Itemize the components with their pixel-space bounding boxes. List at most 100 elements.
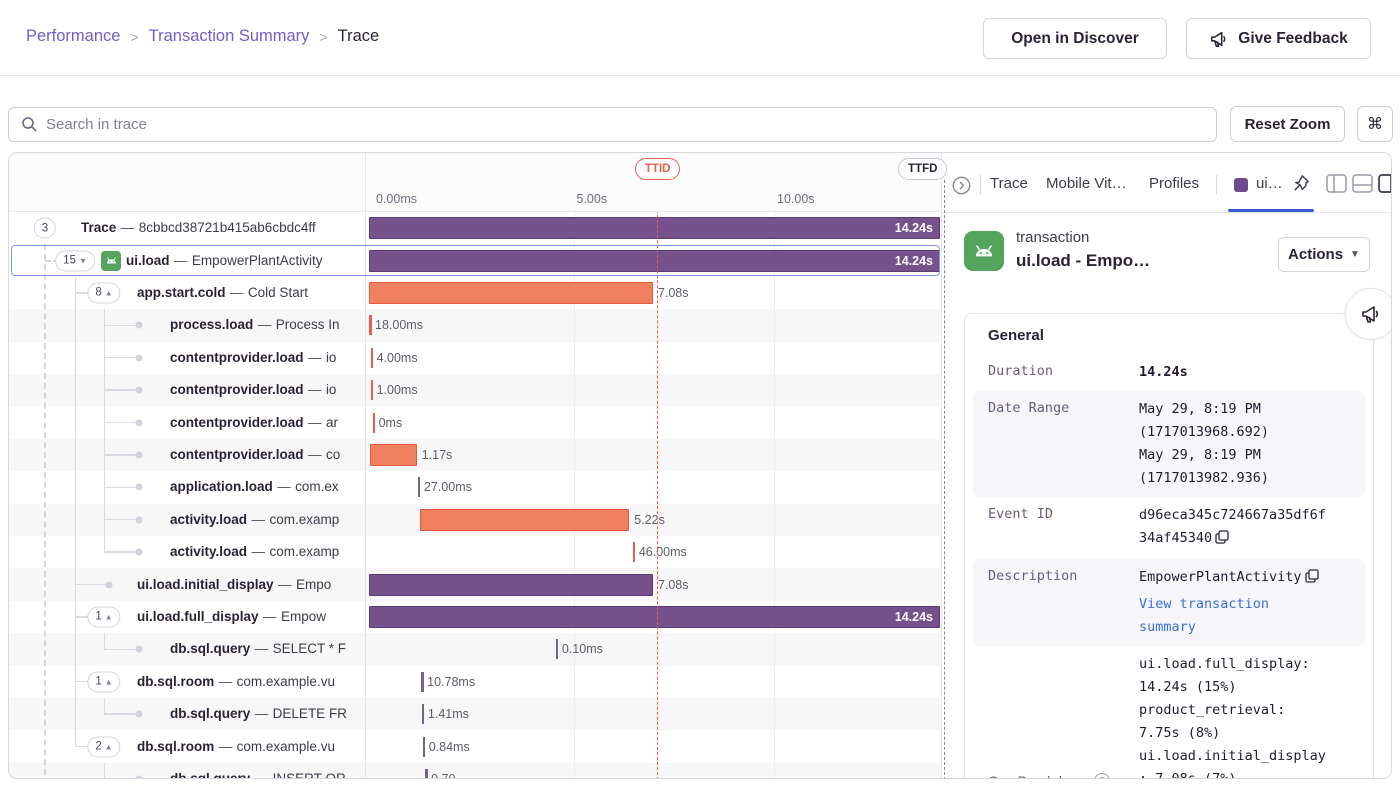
- help-icon[interactable]: ?: [1093, 773, 1110, 778]
- trace-row[interactable]: application.load — com.ex 27.00ms: [9, 471, 941, 503]
- span-tick[interactable]: [370, 380, 374, 401]
- span-label: contentprovider.load — ar: [170, 414, 338, 432]
- detail-value-line: EmpowerPlantActivity: [1139, 569, 1302, 585]
- span-bar[interactable]: 14.24s: [369, 217, 941, 240]
- span-description: Cold Start: [247, 284, 308, 300]
- span-tick[interactable]: [417, 477, 421, 498]
- span-bar[interactable]: [419, 508, 630, 531]
- span-description: com.example.vu: [236, 738, 335, 754]
- span-separator: —: [254, 770, 269, 779]
- span-separator: —: [254, 641, 269, 657]
- android-icon: [101, 250, 121, 271]
- tree-connector: [104, 648, 139, 651]
- trace-row[interactable]: db.sql.query — SELECT * F 0.10ms: [9, 633, 941, 666]
- span-bar[interactable]: 14.24s: [369, 605, 941, 628]
- detail-value-line: ui.load.initial_display: 7.08s (7%): [1139, 748, 1326, 779]
- span-separator: —: [251, 544, 265, 560]
- span-bar[interactable]: [369, 443, 417, 466]
- span-label: contentprovider.load — io: [170, 381, 336, 399]
- breadcrumb-item-transaction-summary[interactable]: Transaction Summary: [148, 27, 310, 45]
- tree-connector: [104, 551, 139, 553]
- span-duration-label: 1.41ms: [427, 707, 469, 722]
- span-tick[interactable]: [370, 347, 374, 368]
- expand-drawer-icon[interactable]: [952, 176, 971, 200]
- trace-row[interactable]: db.sql.query — INSERT OR 0.70: [9, 762, 941, 779]
- span-tick[interactable]: [555, 639, 559, 660]
- span-description: io: [325, 382, 337, 398]
- trace-row-tree-cell: ui.load.initial_display — Empo: [9, 568, 365, 600]
- span-duration-label: 46.00ms: [638, 545, 687, 560]
- span-bar[interactable]: [369, 281, 653, 304]
- span-count-badge[interactable]: 1 ▲: [87, 671, 121, 693]
- span-op: contentprovider.load: [170, 349, 304, 365]
- span-count-badge[interactable]: 3: [33, 217, 57, 239]
- layout-bottom-panel-icon[interactable]: [1352, 174, 1373, 198]
- tab-active-span[interactable]: ui…: [1256, 175, 1283, 192]
- span-count-badge[interactable]: 2 ▲: [87, 736, 121, 758]
- span-description: ar: [325, 414, 338, 430]
- layout-right-panel-icon[interactable]: [1378, 174, 1391, 198]
- span-duration-label: 0.10ms: [561, 642, 603, 657]
- span-tick[interactable]: [422, 736, 426, 757]
- span-tick[interactable]: [369, 315, 372, 336]
- span-separator: —: [120, 220, 135, 236]
- reset-zoom-button[interactable]: Reset Zoom: [1230, 106, 1345, 142]
- trace-row[interactable]: 3 Trace — 8cbbcd38721b415ab6cbdc4ff 14.24s: [9, 212, 941, 244]
- trace-row[interactable]: contentprovider.load — co 1.17s: [9, 438, 941, 472]
- span-count-badge[interactable]: 1 ▲: [87, 606, 121, 628]
- span-count-badge[interactable]: 8 ▲: [87, 282, 121, 304]
- span-tick[interactable]: [421, 671, 424, 692]
- trace-row[interactable]: db.sql.query — DELETE FR 1.41ms: [9, 698, 941, 731]
- trace-row[interactable]: 8 ▲ app.start.cold — Cold Start 7.08s: [9, 277, 941, 309]
- trace-row[interactable]: contentprovider.load — io 4.00ms: [9, 342, 941, 374]
- span-op: db.sql.room: [137, 673, 215, 689]
- copy-icon[interactable]: [1304, 568, 1319, 591]
- trace-row-timeline-cell: 0.70: [365, 763, 941, 778]
- span-count-badge[interactable]: 15 ▼: [55, 250, 95, 272]
- search-bar[interactable]: [8, 107, 1217, 142]
- span-bar[interactable]: [369, 573, 653, 596]
- breadcrumb-item-performance[interactable]: Performance: [26, 27, 121, 45]
- span-label: ui.load — EmpowerPlantActivity: [126, 252, 322, 270]
- trace-waterfall: 0.00ms 5.00s 10.00s TTID TTFD 3 Trace — 8cbbc…: [9, 153, 948, 779]
- give-feedback-button[interactable]: Give Feedback: [1186, 18, 1371, 59]
- give-feedback-label: Give Feedback: [1238, 29, 1348, 47]
- span-tick[interactable]: [372, 412, 376, 433]
- span-tick[interactable]: [632, 542, 636, 563]
- copy-icon[interactable]: [1215, 529, 1229, 552]
- search-input[interactable]: [46, 116, 1216, 133]
- shortcut-command-button[interactable]: ⌘: [1357, 106, 1393, 142]
- trace-row[interactable]: activity.load — com.examp 46.00ms: [9, 536, 941, 568]
- trace-row[interactable]: 1 ▲ ui.load.full_display — Empow 14.24s: [9, 601, 941, 633]
- detail-value-line: ui.load.full_display: 14.24s (15%): [1139, 656, 1310, 695]
- feedback-bubble-button[interactable]: [1345, 288, 1391, 340]
- actions-button[interactable]: Actions ▼: [1278, 237, 1370, 272]
- trace-row[interactable]: contentprovider.load — ar 0ms: [9, 406, 941, 438]
- timeline-gridline: [774, 153, 775, 778]
- drawer-tab-profiles[interactable]: Profiles: [1149, 175, 1200, 192]
- ttfd-badge[interactable]: TTFD: [898, 158, 948, 180]
- pin-icon[interactable]: [1290, 173, 1311, 199]
- trace-row[interactable]: 1 ▲ db.sql.room — com.example.vu 10.78ms: [9, 666, 941, 698]
- trace-row[interactable]: 15 ▼ ui.load — EmpowerPlantActivity 14.24s: [9, 244, 941, 277]
- ttid-badge[interactable]: TTID: [634, 158, 681, 180]
- trace-row[interactable]: process.load — Process In 18.00ms: [9, 309, 941, 342]
- span-tick[interactable]: [421, 704, 425, 725]
- span-bar[interactable]: 14.24s: [369, 249, 941, 272]
- trace-row[interactable]: activity.load — com.examp 5.22s: [9, 503, 941, 536]
- trace-row-tree-cell: 1 ▲ db.sql.room — com.example.vu: [9, 666, 365, 698]
- trace-row[interactable]: 2 ▲ db.sql.room — com.example.vu 0.84ms: [9, 730, 941, 762]
- layout-left-panel-icon[interactable]: [1326, 174, 1347, 198]
- drawer-tab-mobilevit[interactable]: Mobile Vit…: [1046, 175, 1127, 192]
- tree-timeline-divider[interactable]: [365, 153, 366, 778]
- trace-row[interactable]: ui.load.initial_display — Empo 7.08s: [9, 568, 941, 601]
- view-transaction-summary-link[interactable]: View transaction summary: [1139, 596, 1270, 635]
- open-in-discover-button[interactable]: Open in Discover: [983, 18, 1167, 59]
- span-separator: —: [307, 382, 322, 398]
- span-description: com.example.vu: [236, 673, 335, 689]
- span-tick[interactable]: [425, 768, 428, 778]
- tree-connector: [104, 518, 139, 521]
- trace-row-timeline-cell: 18.00ms: [365, 309, 941, 341]
- drawer-tab-trace[interactable]: Trace: [990, 175, 1028, 192]
- trace-row[interactable]: contentprovider.load — io 1.00ms: [9, 374, 941, 407]
